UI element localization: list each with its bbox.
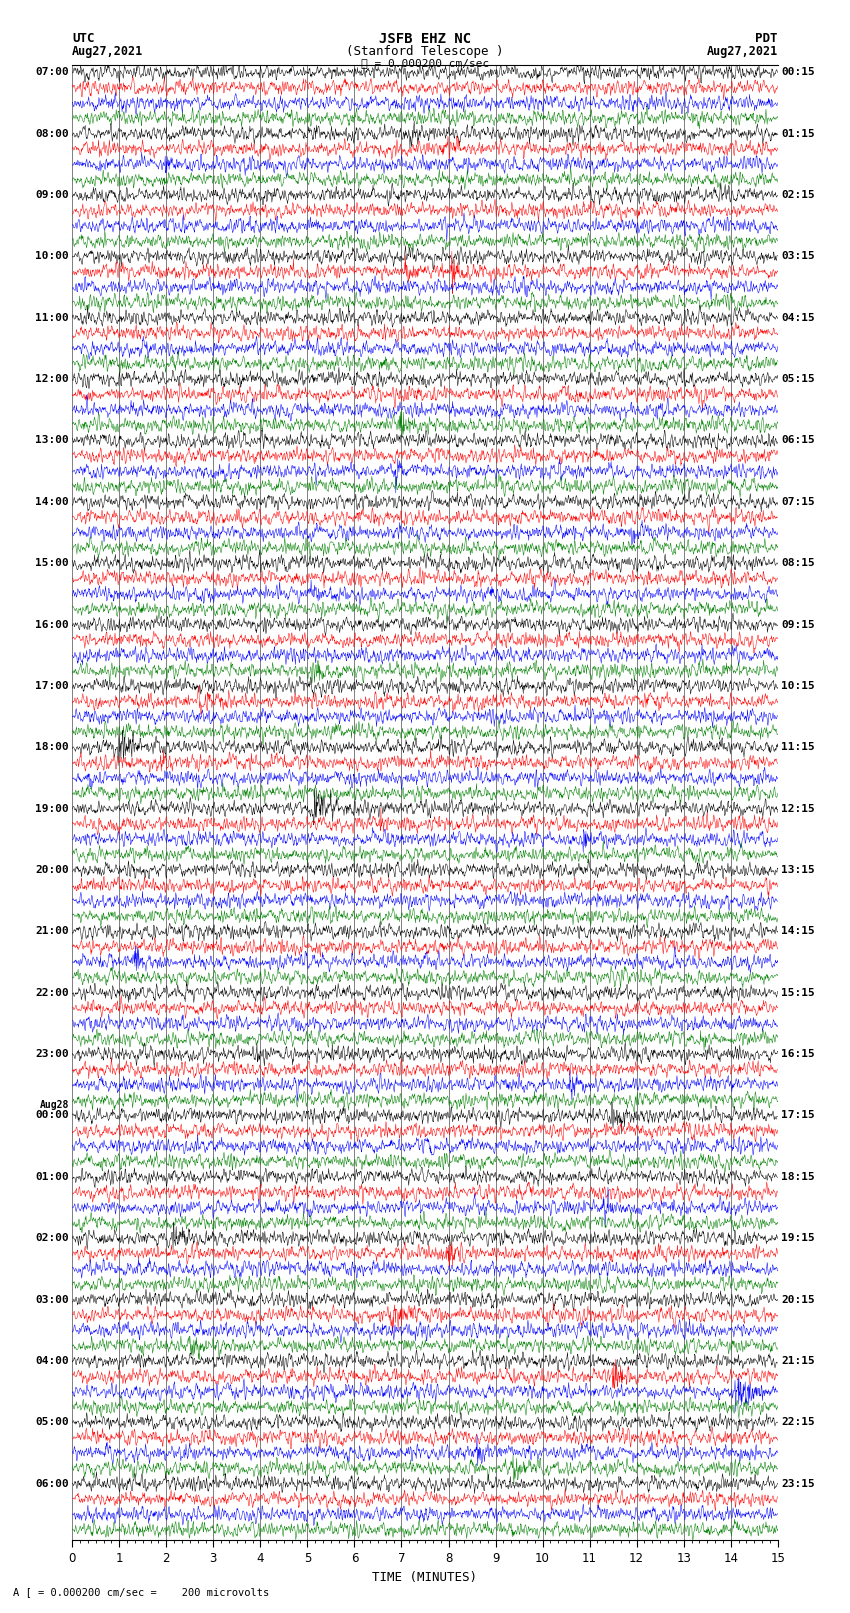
Text: 21:15: 21:15 bbox=[781, 1357, 815, 1366]
Text: 20:15: 20:15 bbox=[781, 1295, 815, 1305]
Text: 14:00: 14:00 bbox=[35, 497, 69, 506]
Text: 11:00: 11:00 bbox=[35, 313, 69, 323]
Text: 07:00: 07:00 bbox=[35, 68, 69, 77]
Text: 20:00: 20:00 bbox=[35, 865, 69, 874]
Text: 08:00: 08:00 bbox=[35, 129, 69, 139]
Text: ⎸ = 0.000200 cm/sec: ⎸ = 0.000200 cm/sec bbox=[361, 58, 489, 68]
Text: 07:15: 07:15 bbox=[781, 497, 815, 506]
Text: 04:00: 04:00 bbox=[35, 1357, 69, 1366]
Text: 17:15: 17:15 bbox=[781, 1110, 815, 1121]
X-axis label: TIME (MINUTES): TIME (MINUTES) bbox=[372, 1571, 478, 1584]
Text: (Stanford Telescope ): (Stanford Telescope ) bbox=[346, 45, 504, 58]
Text: 13:15: 13:15 bbox=[781, 865, 815, 874]
Text: 00:15: 00:15 bbox=[781, 68, 815, 77]
Text: 09:15: 09:15 bbox=[781, 619, 815, 629]
Text: 23:00: 23:00 bbox=[35, 1048, 69, 1060]
Text: 01:15: 01:15 bbox=[781, 129, 815, 139]
Text: 01:00: 01:00 bbox=[35, 1171, 69, 1182]
Text: 18:00: 18:00 bbox=[35, 742, 69, 752]
Text: 12:15: 12:15 bbox=[781, 803, 815, 813]
Text: 09:00: 09:00 bbox=[35, 190, 69, 200]
Text: UTC: UTC bbox=[72, 32, 94, 45]
Text: 05:00: 05:00 bbox=[35, 1418, 69, 1428]
Text: 14:15: 14:15 bbox=[781, 926, 815, 936]
Text: 16:00: 16:00 bbox=[35, 619, 69, 629]
Text: 06:00: 06:00 bbox=[35, 1479, 69, 1489]
Text: 06:15: 06:15 bbox=[781, 436, 815, 445]
Text: 12:00: 12:00 bbox=[35, 374, 69, 384]
Text: 19:15: 19:15 bbox=[781, 1234, 815, 1244]
Text: 03:15: 03:15 bbox=[781, 252, 815, 261]
Text: 23:15: 23:15 bbox=[781, 1479, 815, 1489]
Text: 00:00: 00:00 bbox=[35, 1110, 69, 1121]
Text: 02:15: 02:15 bbox=[781, 190, 815, 200]
Text: 19:00: 19:00 bbox=[35, 803, 69, 813]
Text: 21:00: 21:00 bbox=[35, 926, 69, 936]
Text: 11:15: 11:15 bbox=[781, 742, 815, 752]
Text: A [ = 0.000200 cm/sec =    200 microvolts: A [ = 0.000200 cm/sec = 200 microvolts bbox=[13, 1587, 269, 1597]
Text: 10:15: 10:15 bbox=[781, 681, 815, 690]
Text: Aug27,2021: Aug27,2021 bbox=[706, 45, 778, 58]
Text: JSFB EHZ NC: JSFB EHZ NC bbox=[379, 32, 471, 47]
Text: 10:00: 10:00 bbox=[35, 252, 69, 261]
Text: 16:15: 16:15 bbox=[781, 1048, 815, 1060]
Text: 18:15: 18:15 bbox=[781, 1171, 815, 1182]
Text: 13:00: 13:00 bbox=[35, 436, 69, 445]
Text: PDT: PDT bbox=[756, 32, 778, 45]
Text: 04:15: 04:15 bbox=[781, 313, 815, 323]
Text: 22:00: 22:00 bbox=[35, 987, 69, 998]
Text: 02:00: 02:00 bbox=[35, 1234, 69, 1244]
Text: 05:15: 05:15 bbox=[781, 374, 815, 384]
Text: 22:15: 22:15 bbox=[781, 1418, 815, 1428]
Text: 08:15: 08:15 bbox=[781, 558, 815, 568]
Text: Aug27,2021: Aug27,2021 bbox=[72, 45, 144, 58]
Text: 03:00: 03:00 bbox=[35, 1295, 69, 1305]
Text: 15:00: 15:00 bbox=[35, 558, 69, 568]
Text: 17:00: 17:00 bbox=[35, 681, 69, 690]
Text: Aug28: Aug28 bbox=[39, 1100, 69, 1110]
Text: 15:15: 15:15 bbox=[781, 987, 815, 998]
